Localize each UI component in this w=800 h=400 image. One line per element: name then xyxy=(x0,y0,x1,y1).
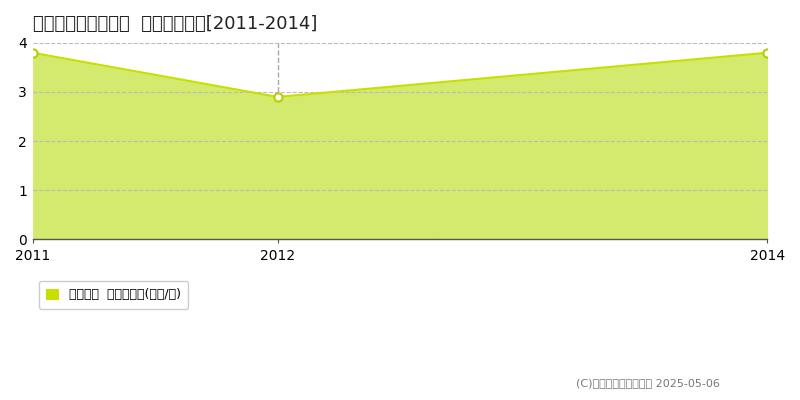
Point xyxy=(26,50,39,56)
Text: 鳥取市鹿野町乙亥正  土地価格推移[2011-2014]: 鳥取市鹿野町乙亥正 土地価格推移[2011-2014] xyxy=(33,15,317,33)
Point xyxy=(761,50,774,56)
Text: (C)土地価格ドットコム 2025-05-06: (C)土地価格ドットコム 2025-05-06 xyxy=(576,378,720,388)
Legend: 土地価格  平均坪単価(万円/坪): 土地価格 平均坪単価(万円/坪) xyxy=(39,281,188,309)
Point xyxy=(271,94,284,100)
